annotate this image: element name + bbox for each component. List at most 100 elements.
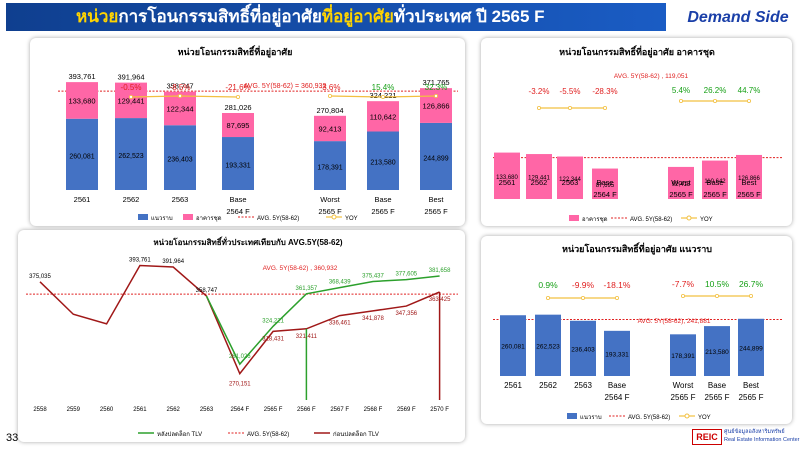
data-label-total: 371,765	[422, 78, 449, 87]
yoy-marker	[129, 95, 134, 100]
avg-label: AVG. 5Y(58-62), 241,881	[638, 318, 711, 325]
bar-house	[367, 131, 399, 190]
chart-total-transfers: หน่วยโอนกรรมสิทธิ์ที่อยู่อาศัย AVG. 5Y(58…	[58, 45, 458, 222]
data-label-total: 281,026	[224, 103, 251, 112]
growth-label: -5.5%	[560, 87, 581, 96]
bar-condo	[668, 166, 694, 199]
avg-label: AVG. 5Y(58-62) , 119,051	[614, 73, 689, 80]
x-tick-label: 2561	[74, 195, 91, 204]
yoy-marker	[603, 106, 608, 111]
x-tick-label: 2563	[200, 407, 214, 413]
bar-condo	[702, 160, 728, 199]
panel-total-transfers: หน่วยโอนกรรมสิทธิ์ที่อยู่อาศัย AVG. 5Y(58…	[30, 38, 465, 226]
data-label: 260,081	[501, 344, 525, 351]
data-label-house: 244,899	[423, 155, 448, 162]
data-label: 87,695	[596, 183, 615, 189]
x-tick-label: 2559	[67, 407, 81, 413]
title-part-transfer: การโอนกรรมสิทธิ์ที่อยู่อาศัย	[118, 7, 322, 26]
yoy-marker	[748, 294, 753, 299]
legend-label: แนวราบ	[580, 414, 602, 421]
legend-label: AVG. 5Y(58-62)	[247, 432, 289, 438]
yoy-marker	[712, 99, 717, 104]
chart-national-vs-average: หน่วยโอนกรรมสิทธิ์ทั่วประเทศเทียบกับ AVG…	[26, 236, 458, 438]
x-tick-label: 2566 F	[297, 407, 316, 413]
x-tick-label: 2564 F	[226, 207, 250, 216]
yoy-marker	[177, 94, 182, 99]
data-label-after: 324,221	[262, 318, 284, 324]
legend-marker	[331, 214, 337, 220]
x-tick-label: Best	[428, 195, 444, 204]
legend-label: หลังปลดล็อก TLV	[157, 429, 202, 438]
yoy-marker	[235, 95, 240, 100]
bar-condo	[592, 168, 618, 199]
legend-label: AVG. 5Y(58-62)	[257, 216, 299, 222]
data-label: 178,391	[671, 353, 695, 360]
x-tick-label: 2565 F	[318, 207, 342, 216]
data-label-after: 377,605	[395, 272, 417, 278]
avg-label: AVG. 5Y(58-62) , 360,932	[263, 265, 338, 272]
data-label-before: 336,461	[329, 321, 351, 327]
bar-house	[604, 330, 630, 376]
x-tick-label: 2564 F	[605, 393, 630, 402]
x-tick-label: Base	[608, 381, 627, 390]
x-tick-label: 2562	[123, 195, 140, 204]
data-label: 236,403	[571, 346, 595, 353]
bar-house	[738, 318, 764, 376]
data-label-before: 363,425	[429, 297, 451, 303]
data-label-house: 260,081	[69, 153, 94, 160]
yoy-marker	[581, 296, 586, 301]
chart-title: หน่วยโอนกรรมสิทธิ์ที่อยู่อาศัย	[178, 45, 293, 58]
data-label-after: 375,437	[362, 273, 384, 279]
x-tick-label: 2570 F	[430, 407, 449, 413]
reic-logo-mark: REIC	[692, 429, 722, 445]
title-bar	[6, 3, 666, 31]
x-tick-label: Worst	[671, 178, 691, 187]
bar-house	[500, 315, 526, 376]
bar-condo	[115, 82, 147, 119]
growth-label: -18.1%	[604, 280, 631, 290]
x-tick-label: Base	[708, 381, 727, 390]
yoy-marker	[537, 106, 542, 111]
panel-condo-transfers: หน่วยโอนกรรมสิทธิ์ที่อยู่อาศัย อาคารชุด A…	[481, 38, 792, 226]
title-highlight-residence: ที่อยู่อาศัย	[321, 7, 394, 26]
bar-condo	[314, 115, 346, 142]
bar-house	[535, 314, 561, 376]
data-label-before: 321,411	[296, 334, 318, 340]
legend-label: YOY	[700, 217, 713, 223]
data-label: 92,413	[672, 182, 691, 188]
legend-swatch	[183, 214, 193, 220]
yoy-marker	[746, 99, 751, 104]
yoy-marker	[678, 99, 683, 104]
x-tick-label: 2563	[172, 195, 189, 204]
legend-swatch	[138, 214, 148, 220]
data-label-condo: 87,695	[227, 121, 250, 130]
data-label-total: 391,964	[117, 73, 144, 82]
bar-house	[704, 326, 730, 376]
growth-label: -21.6%	[225, 83, 250, 92]
series-line-after	[205, 275, 440, 366]
growth-label: -3.2%	[529, 87, 550, 96]
chart-house-transfers: หน่วยโอนกรรมสิทธิ์ที่อยู่อาศัย แนวราบ AVG…	[493, 242, 783, 421]
data-label-after: 358,747	[196, 288, 218, 294]
growth-label: 26.7%	[739, 279, 764, 289]
title-highlight-units: หน่วย	[76, 7, 119, 26]
page-number: 33	[6, 432, 19, 444]
data-label: 193,331	[605, 351, 629, 358]
data-label: 110,642	[704, 179, 726, 185]
x-tick-label: 2565 F	[371, 207, 395, 216]
bar-condo	[557, 156, 583, 199]
legend-marker	[686, 215, 692, 221]
data-label: 126,866	[738, 176, 760, 182]
x-tick-label: Worst	[673, 381, 695, 390]
x-tick-label: 2561	[133, 407, 147, 413]
data-label-after: 375,035	[29, 274, 51, 280]
bar-condo	[66, 82, 98, 119]
chart-title: หน่วยโอนกรรมสิทธิ์ทั่วประเทศเทียบกับ AVG…	[153, 236, 343, 247]
bar-house	[314, 141, 346, 190]
bar-house	[222, 137, 254, 190]
x-tick-label: 2565 F	[739, 393, 764, 402]
yoy-marker	[680, 294, 685, 299]
data-label-after: 381,658	[429, 268, 451, 274]
legend-label: แนวราบ	[151, 215, 173, 222]
data-label-house: 193,331	[225, 163, 250, 170]
